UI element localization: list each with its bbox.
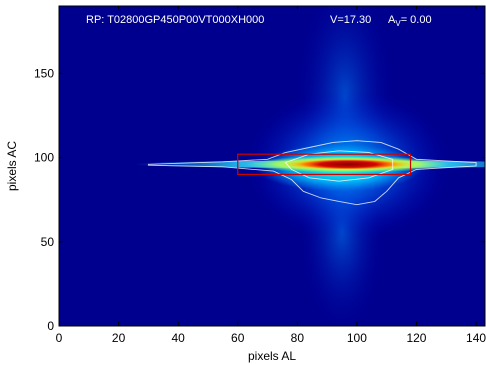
x-tick-label: 140 <box>466 331 486 345</box>
x-tick-label: 80 <box>291 331 305 345</box>
x-tick-label: 60 <box>231 331 245 345</box>
y-axis-ticks: 0 50 100 150 <box>34 66 485 333</box>
y-tick-label: 50 <box>41 235 55 249</box>
x-tick-label: 0 <box>56 331 63 345</box>
header-v-label: V=17.30 <box>330 14 371 26</box>
plot-frame <box>58 5 486 327</box>
x-tick-label: 120 <box>406 331 426 345</box>
window-box <box>237 153 412 176</box>
header-av-value: = 0.00 <box>401 14 432 26</box>
header-av-sub: V <box>395 19 401 28</box>
x-axis-ticks: 0 20 40 60 80 100 120 140 <box>56 6 486 345</box>
x-tick-label: 100 <box>347 331 367 345</box>
x-tick-label: 40 <box>171 331 185 345</box>
header-av-prefix: A <box>388 14 396 26</box>
y-axis-label: pixels AC <box>5 141 19 191</box>
x-tick-label: 20 <box>112 331 126 345</box>
header-av-label: AV= 0.00 <box>388 14 432 28</box>
contour-outer <box>147 140 477 206</box>
y-tick-label: 0 <box>47 319 54 333</box>
y-tick-label: 150 <box>34 66 54 80</box>
y-tick-label: 100 <box>34 151 54 165</box>
x-axis-label: pixels AL <box>248 349 296 363</box>
header-rp-label: RP: T02800GP450P00VT000XH000 <box>86 14 264 26</box>
core <box>300 159 396 170</box>
